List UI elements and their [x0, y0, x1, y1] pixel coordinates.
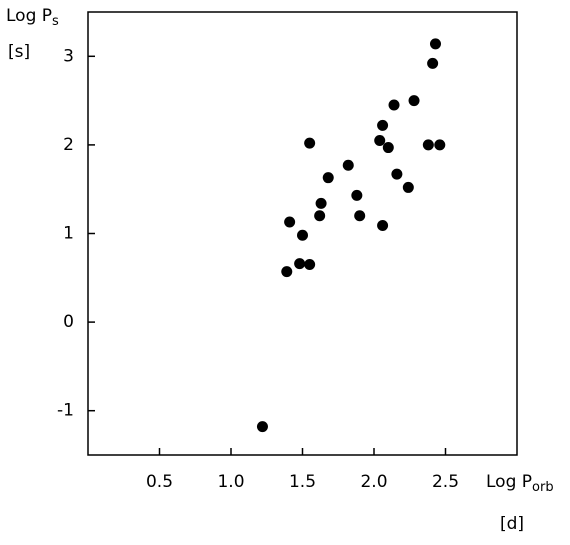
point	[294, 258, 306, 270]
point	[281, 266, 293, 278]
point	[351, 189, 363, 201]
y-tick-label: -1	[57, 401, 74, 421]
point	[422, 139, 434, 151]
x-tick-label: 1.5	[289, 472, 316, 492]
point	[314, 210, 326, 222]
point	[391, 168, 403, 180]
point	[402, 181, 414, 193]
point	[354, 210, 366, 222]
y-axis-label: Log Ps	[6, 6, 59, 29]
point	[427, 57, 439, 69]
x-tick-label: 2.0	[360, 472, 387, 492]
point	[304, 259, 316, 271]
point	[388, 99, 400, 111]
y-tick-label: 3	[63, 46, 74, 66]
point	[434, 139, 446, 151]
point	[284, 216, 296, 228]
x-axis-unit: [d]	[500, 514, 524, 534]
x-axis-label: Log Porb	[486, 472, 554, 495]
x-tick-label: 2.5	[432, 472, 459, 492]
y-tick-label: 2	[63, 135, 74, 155]
x-tick-label: 1.0	[217, 472, 244, 492]
y-tick-label: 0	[63, 312, 74, 332]
point	[304, 137, 316, 149]
point	[429, 38, 441, 50]
point	[377, 220, 389, 232]
x-tick-label: 0.5	[146, 472, 173, 492]
y-axis-unit: [s]	[8, 42, 30, 62]
point	[297, 229, 308, 241]
point	[408, 95, 420, 107]
point	[377, 119, 389, 131]
point	[315, 197, 327, 209]
point	[374, 134, 386, 146]
point	[322, 172, 334, 184]
point	[382, 142, 394, 154]
point	[256, 421, 268, 433]
y-tick-label: 1	[63, 224, 74, 244]
point	[342, 159, 354, 171]
